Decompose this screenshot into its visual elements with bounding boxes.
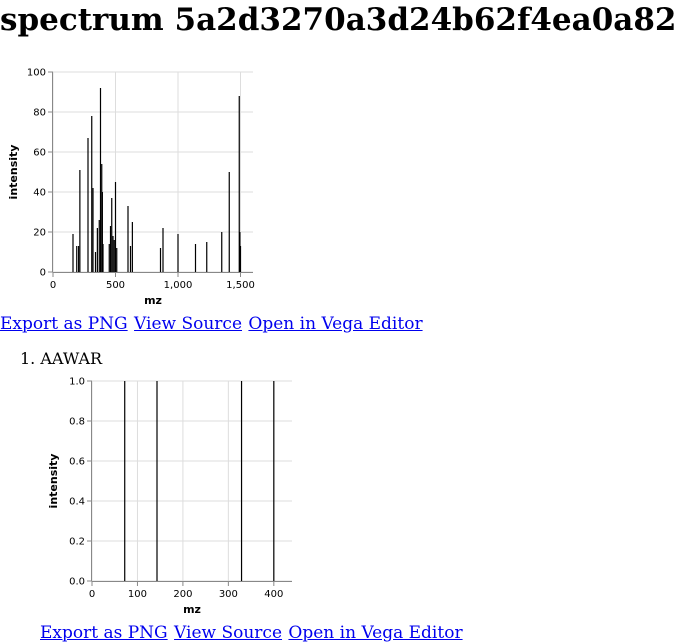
x-tick-label: 300: [219, 589, 238, 600]
x-tick-label: 100: [128, 589, 147, 600]
y-tick-label: 0.4: [69, 497, 85, 508]
y-tick-label: 0.0: [69, 577, 85, 588]
chart-actions-1: Export as PNG View Source Open in Vega E…: [0, 314, 424, 334]
peptide-label: AAWAR: [40, 349, 103, 368]
y-tick-label: 40: [33, 188, 46, 199]
x-tick-label: 0: [50, 280, 56, 291]
y-tick-label: 0.2: [69, 537, 85, 548]
peptide-list-item: 1. AAWAR: [20, 349, 102, 369]
x-axis-title: mz: [144, 294, 162, 307]
view-source-link[interactable]: View Source: [174, 623, 283, 643]
y-axis-title: intensity: [47, 454, 60, 509]
open-vega-editor-link[interactable]: Open in Vega Editor: [288, 623, 463, 643]
y-tick-label: 1.0: [69, 377, 85, 388]
y-tick-label: 60: [33, 148, 46, 159]
y-tick-label: 0.8: [69, 417, 85, 428]
y-tick-label: 80: [33, 108, 46, 119]
x-tick-label: 500: [106, 280, 125, 291]
y-axis-title: intensity: [7, 145, 20, 200]
x-tick-label: 200: [173, 589, 192, 600]
list-item-number: 1.: [20, 349, 36, 368]
export-png-link[interactable]: Export as PNG: [0, 314, 128, 334]
y-tick-label: 100: [27, 68, 46, 79]
export-png-link[interactable]: Export as PNG: [40, 623, 168, 643]
x-tick-label: 1,000: [164, 280, 193, 291]
chart-actions-2: Export as PNG View Source Open in Vega E…: [40, 623, 464, 643]
x-tick-label: 1,500: [226, 280, 255, 291]
page-title: spectrum 5a2d3270a3d24b62f4ea0a82: [0, 2, 677, 38]
x-tick-label: 400: [264, 589, 283, 600]
y-tick-label: 20: [33, 228, 46, 239]
x-tick-label: 0: [89, 589, 95, 600]
chart-2: 0 100 200 300 400 0.0 0.2 0.4 0.6 0.8 1.0 mz intensi…: [47, 377, 292, 616]
open-vega-editor-link[interactable]: Open in Vega Editor: [248, 314, 423, 334]
y-tick-label: 0.6: [69, 457, 85, 468]
x-axis-title: mz: [183, 603, 201, 616]
chart-1: 0 500 1,000 1,500 0 20 40 60 80 100 mz intensity: [7, 68, 255, 308]
y-tick-label: 0: [40, 268, 46, 279]
view-source-link[interactable]: View Source: [134, 314, 243, 334]
